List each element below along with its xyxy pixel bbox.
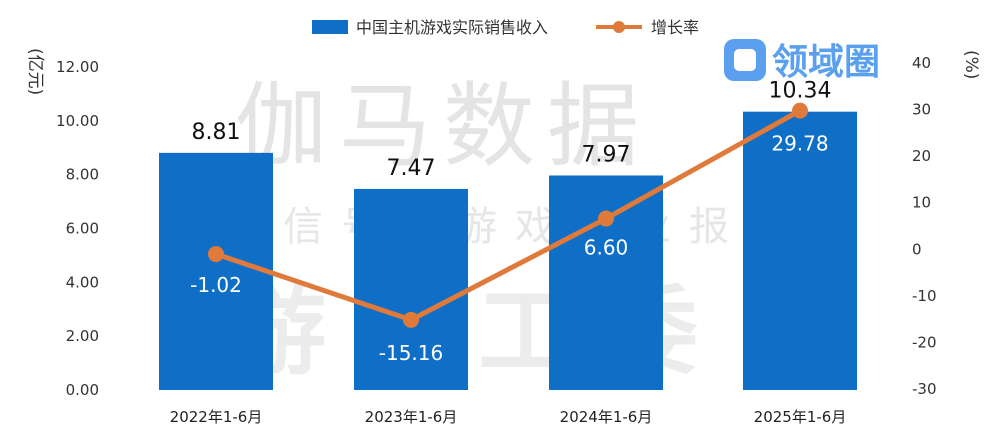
right-tick-label: 30	[912, 101, 931, 119]
left-tick-label: 10.00	[56, 112, 99, 130]
rate-value-label: 6.60	[584, 236, 629, 260]
bars	[159, 111, 857, 390]
right-tick-label: -10	[912, 287, 937, 305]
left-unit-label: (亿元)	[25, 48, 45, 95]
rate-point	[792, 102, 808, 119]
bar	[549, 175, 663, 390]
legend-line-marker	[613, 21, 625, 33]
left-tick-label: 0.00	[66, 381, 99, 399]
left-tick-label: 4.00	[66, 273, 99, 291]
rate-line	[215, 108, 802, 323]
category-label: 2024年1-6月	[560, 408, 653, 426]
left-tick-label: 2.00	[66, 327, 99, 345]
rate-value-label: -15.16	[379, 341, 443, 365]
bar	[354, 188, 468, 390]
bar-value-label: 7.47	[387, 156, 436, 181]
rate-value-label: -1.02	[190, 273, 242, 297]
left-axis-ticks: 0.00 2.00 4.00 6.00 8.00 10.00 12.00	[56, 58, 99, 399]
category-label: 2022年1-6月	[170, 408, 263, 426]
legend-bar-label: 中国主机游戏实际销售收入	[356, 18, 548, 37]
right-tick-label: -30	[912, 380, 937, 398]
legend-line-label: 增长率	[651, 18, 699, 37]
left-tick-label: 12.00	[56, 58, 99, 76]
right-tick-label: -20	[912, 333, 937, 351]
right-unit: (%)	[961, 50, 981, 79]
rate-point	[403, 311, 419, 328]
category-label: 2023年1-6月	[365, 408, 458, 426]
rate-line-series	[208, 102, 808, 328]
left-tick-label: 6.00	[66, 220, 99, 238]
right-unit-label: (%)	[961, 50, 981, 79]
bar-value-labels: 8.81 7.47 7.97 10.34	[192, 79, 832, 181]
bar	[159, 152, 273, 390]
rate-value-label: 29.78	[771, 132, 828, 156]
legend: 中国主机游戏实际销售收入 增长率	[312, 18, 699, 37]
right-tick-label: 40	[912, 54, 931, 72]
rate-point	[598, 210, 614, 227]
watermark-line1: 伽马数据	[235, 73, 651, 180]
rate-value-labels: -1.02 -15.16 6.60 29.78	[190, 132, 829, 365]
category-label: 2025年1-6月	[754, 408, 847, 426]
right-axis-ticks: -30 -20 -10 0 10 20 30 40	[912, 54, 937, 398]
right-tick-label: 0	[912, 240, 922, 258]
logo-icon-inner	[734, 49, 756, 71]
right-tick-label: 10	[912, 194, 931, 212]
bar-value-label: 8.81	[192, 120, 241, 145]
left-unit: (亿元)	[25, 48, 45, 95]
watermark-line2: 微信号：游戏产业报告	[225, 204, 805, 250]
bar-value-label: 10.34	[769, 79, 832, 104]
bar	[743, 111, 857, 390]
rate-point	[208, 246, 224, 263]
legend-bar-swatch	[312, 20, 348, 34]
logo: 领域圈	[724, 39, 880, 83]
bar-value-label: 7.97	[582, 142, 631, 167]
logo-text: 领域圈	[772, 42, 880, 83]
category-labels: 2022年1-6月 2023年1-6月 2024年1-6月 2025年1-6月	[170, 408, 847, 426]
watermark: 伽马数据 微信号：游戏产业报告 游戏工委	[225, 73, 805, 388]
right-tick-label: 20	[912, 147, 931, 165]
left-tick-label: 8.00	[66, 166, 99, 184]
